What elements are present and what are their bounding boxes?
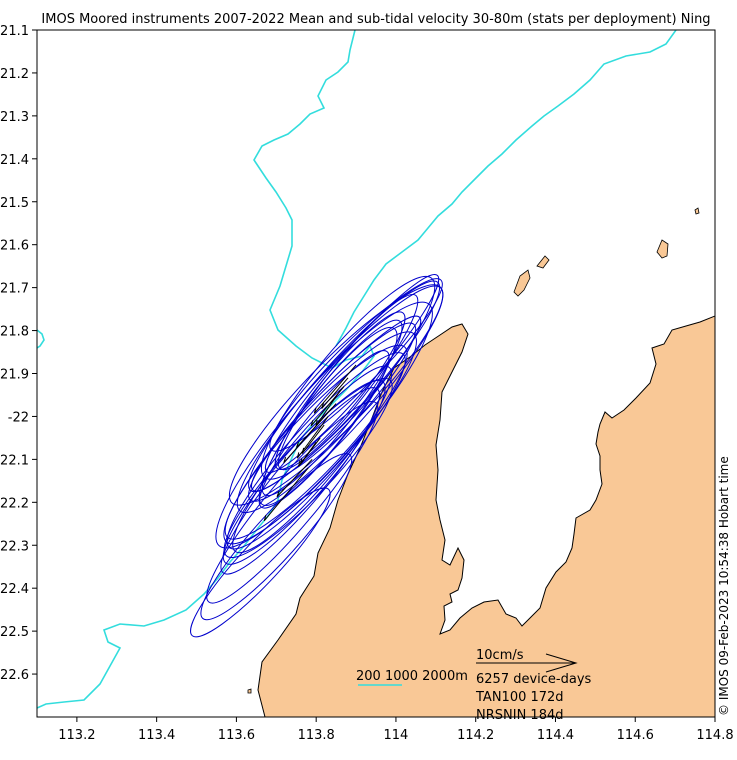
x-tick-label: 114 — [384, 728, 409, 743]
x-tick-label: 113.4 — [138, 728, 175, 743]
land-island-3 — [656, 239, 669, 259]
plot-area — [37, 30, 715, 717]
isobaths — [37, 30, 677, 709]
mean-vector — [299, 437, 321, 465]
y-tick-label: -22.6 — [0, 668, 29, 683]
mean-vector — [283, 407, 333, 464]
scale-arrow-head — [545, 653, 578, 673]
x-tick-label: 114.2 — [457, 728, 494, 743]
variance-ellipse — [236, 285, 444, 514]
isobath-deep — [335, 30, 677, 347]
mean-vectors — [263, 364, 357, 522]
mean-vector — [296, 416, 329, 459]
land-island-5 — [247, 688, 252, 694]
y-axis: -21.1 -21.2 -21.3 -21.4 -21.5 -21.6 -21.7 -21.8… — [0, 24, 37, 683]
device-days-label: 6257 device-days — [476, 672, 592, 687]
x-axis: 113.2 113.4 113.6 113.8 114 114.2 114.4 114.6 11… — [58, 717, 734, 743]
variance-ellipse — [220, 387, 381, 575]
variance-ellipse — [190, 487, 331, 638]
x-tick-label: 113.6 — [218, 728, 255, 743]
x-tick-label: 114.8 — [696, 728, 733, 743]
y-tick-label: -22.1 — [0, 453, 29, 468]
x-tick-label: 114.6 — [617, 728, 654, 743]
y-tick-label: -21.2 — [0, 67, 29, 82]
legend: 200 1000 2000m 10cm/s 6257 device-days T… — [356, 648, 592, 723]
mean-vector — [315, 390, 341, 427]
land-island-1 — [513, 269, 531, 297]
y-tick-label: -21.4 — [0, 153, 29, 168]
isobath-legend-label: 200 1000 2000m — [356, 669, 468, 684]
y-tick-label: -22 — [8, 410, 29, 425]
map-title: IMOS Moored instruments 2007-2022 Mean a… — [41, 12, 710, 27]
y-tick-label: -21.6 — [0, 239, 29, 254]
y-tick-label: -22.5 — [0, 625, 29, 640]
mooring-label-tan100: TAN100 172d — [475, 690, 564, 705]
y-tick-label: -21.7 — [0, 282, 29, 297]
mean-vector — [313, 364, 357, 414]
y-tick-label: -22.2 — [0, 496, 29, 511]
scale-arrow-label: 10cm/s — [476, 648, 524, 663]
variance-ellipse — [200, 453, 353, 621]
mean-vector — [263, 467, 309, 522]
y-tick-label: -21.9 — [0, 368, 29, 383]
variance-ellipses — [190, 274, 444, 638]
land-island-2 — [536, 255, 550, 269]
x-tick-label: 113.8 — [298, 728, 335, 743]
mooring-label-nrsnin: NRSNIN 184d — [476, 708, 564, 723]
x-tick-label: 114.4 — [537, 728, 574, 743]
land-island-4 — [694, 207, 700, 215]
y-tick-label: -21.3 — [0, 110, 29, 125]
y-tick-label: -21.8 — [0, 325, 29, 340]
y-tick-label: -21.1 — [0, 24, 29, 39]
variance-ellipse — [206, 401, 379, 604]
y-tick-label: -22.3 — [0, 539, 29, 554]
y-tick-label: -22.4 — [0, 582, 29, 597]
variance-ellipse — [277, 293, 419, 471]
mean-vector — [310, 386, 345, 427]
mean-vector — [276, 459, 313, 498]
variance-ellipse — [264, 274, 440, 473]
variance-ellipse — [222, 379, 386, 565]
y-tick-label: -21.5 — [0, 196, 29, 211]
isobath-west-fragment — [37, 329, 45, 349]
mean-vector — [321, 377, 349, 409]
timestamp-label: © IMOS 09-Feb-2023 10:54:38 Hobart time — [717, 456, 731, 716]
x-tick-label: 113.2 — [58, 728, 95, 743]
scale-arrow — [476, 653, 578, 673]
isobath-shelf — [37, 30, 375, 709]
